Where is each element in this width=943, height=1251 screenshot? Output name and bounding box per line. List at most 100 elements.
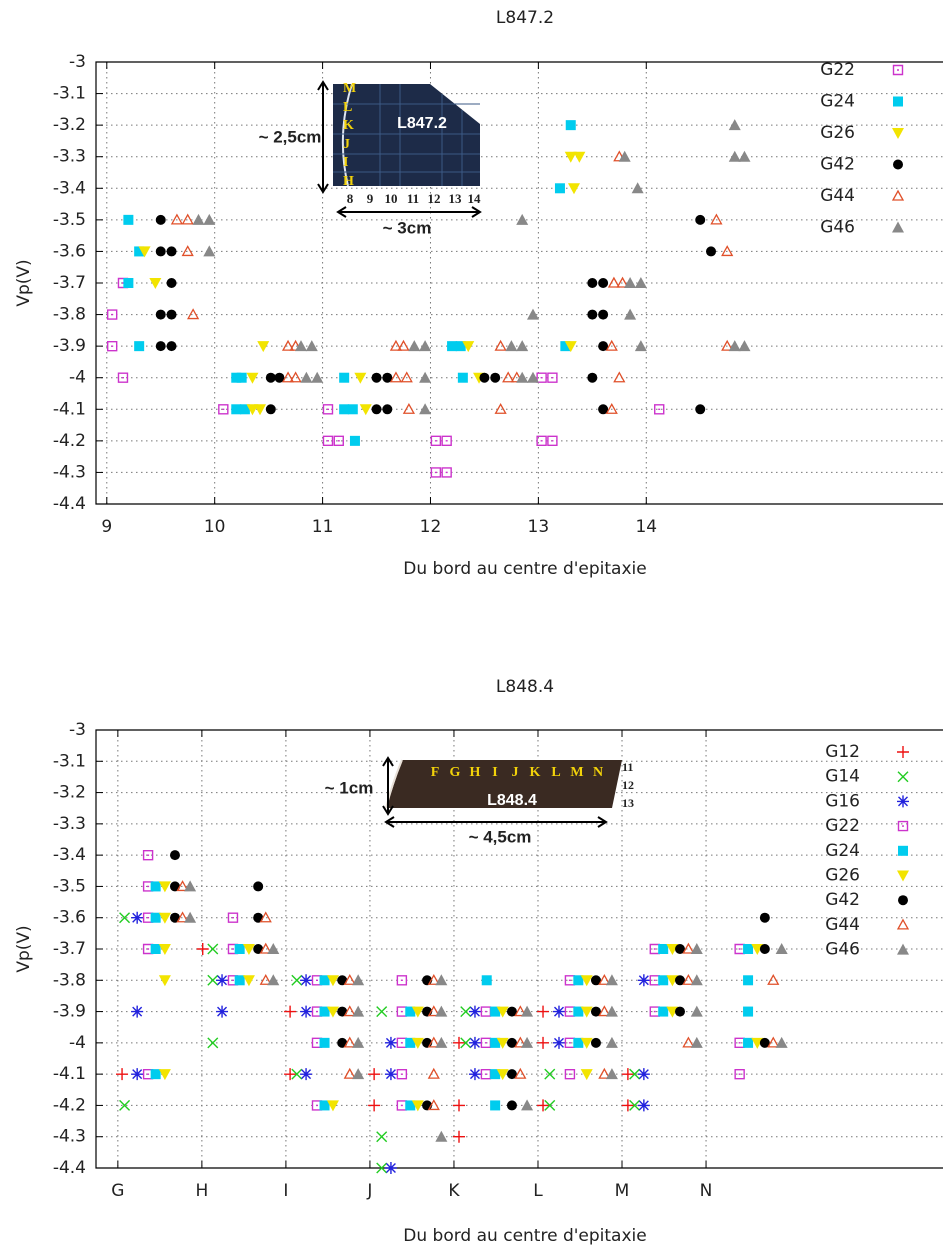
point: [598, 309, 609, 320]
height-arrow: [382, 756, 394, 816]
y-tick-label: -4.2: [53, 1095, 86, 1115]
point: [376, 1131, 388, 1143]
point: [396, 1100, 408, 1111]
point: [481, 975, 492, 986]
point: [352, 1068, 365, 1080]
x-tick-label: I: [283, 1181, 288, 1201]
point: [169, 850, 180, 861]
point: [326, 975, 339, 987]
point: [150, 912, 161, 923]
column-label: 10: [385, 191, 398, 206]
point: [598, 973, 611, 985]
point: [166, 278, 177, 288]
point: [231, 404, 242, 415]
point: [337, 1037, 348, 1048]
point: [402, 402, 416, 414]
y-tick-label: -4.1: [53, 399, 86, 419]
point: [658, 1006, 669, 1017]
point: [169, 881, 180, 892]
point: [284, 1068, 297, 1081]
point: [138, 246, 151, 258]
point: [427, 973, 440, 985]
chart-panel: L847.2Du bord au centre d'epitaxieVp(V)-…: [14, 8, 943, 579]
point: [516, 340, 529, 352]
x-tick-label: M: [615, 1181, 630, 1201]
point: [259, 911, 272, 923]
plot-frame: [95, 729, 943, 1169]
point: [322, 435, 334, 447]
point: [590, 1006, 601, 1017]
point: [554, 183, 565, 194]
legend-marker: [893, 96, 903, 107]
point: [658, 944, 669, 954]
column-label: 12: [428, 191, 441, 206]
y-tick-label: -3.3: [53, 814, 86, 834]
y-tick-label: -4: [69, 1033, 86, 1053]
plot-frame: [95, 61, 943, 505]
point: [166, 341, 177, 352]
point: [490, 1006, 501, 1017]
point: [337, 975, 348, 986]
point: [514, 1067, 527, 1079]
point: [427, 1005, 440, 1017]
y-tick-label: -3.5: [53, 210, 86, 230]
column-label: N: [593, 765, 603, 780]
legend-label: G44: [825, 915, 860, 935]
row-label: I: [343, 155, 348, 170]
x-tick-label: K: [448, 1181, 460, 1201]
legend-marker: [897, 746, 909, 758]
legend-label: G42: [820, 155, 855, 175]
point: [267, 943, 280, 954]
point: [453, 1036, 465, 1049]
point: [767, 973, 780, 985]
point: [242, 944, 255, 955]
legend-marker: [892, 128, 904, 139]
point: [430, 467, 442, 478]
y-axis-label: Vp(V): [14, 925, 34, 972]
point: [343, 1067, 356, 1079]
legend-label: G46: [820, 218, 855, 238]
point: [738, 340, 751, 352]
point: [613, 371, 626, 383]
point: [743, 1037, 754, 1048]
legend-label: G44: [820, 186, 855, 206]
point: [674, 975, 685, 986]
y-tick-label: -3.9: [53, 1002, 86, 1022]
point: [721, 245, 734, 257]
point: [405, 1037, 416, 1048]
point: [170, 213, 184, 225]
point: [690, 1005, 703, 1017]
point: [516, 371, 529, 383]
point: [682, 973, 695, 985]
point: [176, 911, 189, 923]
point: [166, 246, 177, 257]
point: [526, 308, 539, 320]
point: [236, 372, 247, 383]
point: [751, 944, 764, 955]
point: [339, 404, 350, 415]
point: [447, 341, 458, 352]
point: [150, 1069, 161, 1080]
legend-label: G24: [825, 841, 860, 861]
point: [682, 1036, 695, 1048]
point: [384, 1162, 397, 1174]
point: [397, 339, 410, 351]
point: [605, 974, 618, 986]
legend-marker: [897, 943, 909, 955]
point: [239, 404, 250, 415]
wafer-edge: [341, 83, 353, 187]
column-label: L: [551, 765, 560, 780]
x-tick-label: 10: [204, 517, 226, 537]
point: [573, 151, 586, 163]
legend-marker: [892, 64, 904, 76]
column-label: 9: [367, 191, 374, 206]
point: [300, 1005, 313, 1018]
point: [259, 942, 272, 954]
y-tick-label: -3.8: [53, 305, 86, 325]
width-arrow: [336, 206, 482, 218]
point: [155, 341, 166, 352]
x-tick-label: 13: [528, 517, 550, 537]
point: [496, 1006, 509, 1018]
point: [176, 880, 189, 892]
